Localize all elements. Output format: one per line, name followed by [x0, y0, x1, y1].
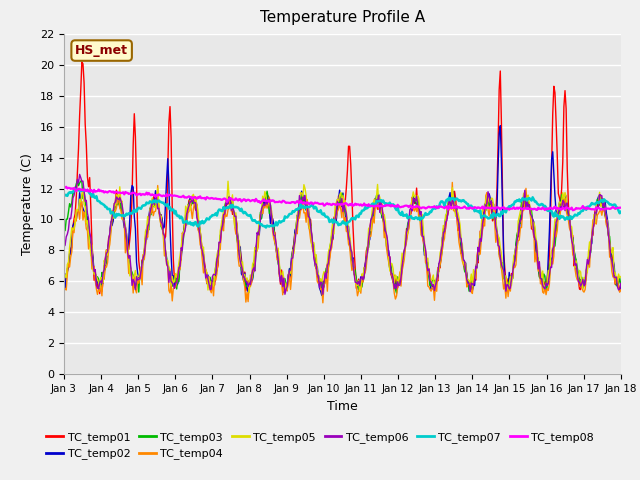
TC_temp07 — [330, 217, 338, 223]
TC_temp07 — [519, 195, 527, 201]
TC_temp03 — [326, 246, 333, 252]
TC_temp06 — [327, 246, 335, 252]
TC_temp02 — [606, 247, 614, 253]
TC_temp04 — [449, 180, 456, 185]
TC_temp05 — [60, 278, 68, 284]
TC_temp02 — [519, 199, 527, 205]
TC_temp07 — [364, 205, 371, 211]
TC_temp03 — [606, 233, 614, 239]
TC_temp02 — [497, 123, 504, 129]
Line: TC_temp05: TC_temp05 — [64, 181, 621, 292]
TC_temp05 — [327, 239, 335, 245]
TC_temp04 — [519, 208, 527, 214]
X-axis label: Time: Time — [327, 400, 358, 413]
TC_temp07 — [71, 186, 79, 192]
TC_temp02 — [326, 249, 333, 254]
TC_temp04 — [326, 258, 333, 264]
Line: TC_temp01: TC_temp01 — [64, 62, 621, 294]
TC_temp02 — [329, 236, 337, 241]
TC_temp02 — [318, 292, 326, 298]
TC_temp01 — [617, 280, 625, 286]
TC_temp04 — [617, 287, 625, 293]
TC_temp07 — [60, 191, 68, 197]
TC_temp04 — [319, 300, 326, 306]
TC_temp04 — [606, 254, 614, 260]
TC_temp06 — [281, 291, 289, 297]
Line: TC_temp08: TC_temp08 — [64, 187, 621, 210]
Legend: TC_temp01, TC_temp02, TC_temp03, TC_temp04, TC_temp05, TC_temp06, TC_temp07, TC_: TC_temp01, TC_temp02, TC_temp03, TC_temp… — [42, 428, 598, 464]
TC_temp05 — [330, 231, 338, 237]
TC_temp03 — [394, 274, 401, 280]
TC_temp04 — [393, 293, 401, 299]
TC_temp08 — [606, 206, 614, 212]
TC_temp01 — [394, 285, 401, 290]
TC_temp05 — [394, 280, 401, 286]
TC_temp06 — [60, 244, 68, 250]
Title: Temperature Profile A: Temperature Profile A — [260, 11, 425, 25]
TC_temp02 — [617, 284, 625, 290]
TC_temp03 — [393, 290, 401, 296]
TC_temp07 — [394, 204, 401, 210]
Y-axis label: Temperature (C): Temperature (C) — [22, 153, 35, 255]
TC_temp02 — [60, 274, 68, 280]
Line: TC_temp03: TC_temp03 — [64, 181, 621, 293]
TC_temp05 — [617, 274, 625, 279]
TC_temp03 — [519, 203, 527, 209]
TC_temp04 — [362, 262, 370, 268]
TC_temp06 — [76, 171, 83, 177]
TC_temp06 — [364, 250, 371, 255]
TC_temp07 — [617, 209, 625, 215]
TC_temp08 — [62, 184, 70, 190]
TC_temp06 — [617, 280, 625, 286]
TC_temp04 — [60, 285, 68, 290]
TC_temp01 — [519, 198, 527, 204]
Line: TC_temp07: TC_temp07 — [64, 189, 621, 228]
TC_temp01 — [60, 273, 68, 279]
TC_temp06 — [519, 204, 527, 210]
TC_temp03 — [617, 282, 625, 288]
TC_temp02 — [362, 255, 370, 261]
TC_temp01 — [606, 239, 614, 245]
TC_temp02 — [393, 285, 401, 291]
TC_temp05 — [519, 197, 527, 203]
TC_temp08 — [60, 185, 68, 191]
TC_temp07 — [327, 218, 335, 224]
TC_temp08 — [617, 205, 625, 211]
TC_temp05 — [245, 289, 253, 295]
TC_temp01 — [330, 215, 338, 220]
TC_temp07 — [262, 225, 270, 230]
Text: HS_met: HS_met — [75, 44, 128, 57]
TC_temp01 — [96, 291, 104, 297]
TC_temp08 — [518, 206, 525, 212]
TC_temp08 — [569, 207, 577, 213]
TC_temp01 — [78, 59, 86, 65]
Line: TC_temp02: TC_temp02 — [64, 126, 621, 295]
TC_temp08 — [393, 204, 401, 210]
TC_temp08 — [329, 201, 337, 207]
TC_temp05 — [224, 179, 232, 184]
Line: TC_temp04: TC_temp04 — [64, 182, 621, 303]
TC_temp01 — [327, 243, 335, 249]
TC_temp05 — [606, 240, 614, 245]
TC_temp03 — [362, 256, 370, 262]
TC_temp03 — [329, 227, 337, 233]
TC_temp03 — [60, 224, 68, 229]
TC_temp06 — [606, 240, 614, 246]
TC_temp07 — [606, 202, 614, 207]
TC_temp06 — [394, 279, 401, 285]
TC_temp03 — [74, 178, 81, 184]
TC_temp04 — [329, 231, 337, 237]
TC_temp06 — [330, 222, 338, 228]
TC_temp05 — [364, 244, 371, 250]
TC_temp01 — [364, 244, 371, 250]
TC_temp08 — [362, 202, 370, 208]
TC_temp08 — [326, 201, 333, 207]
Line: TC_temp06: TC_temp06 — [64, 174, 621, 294]
